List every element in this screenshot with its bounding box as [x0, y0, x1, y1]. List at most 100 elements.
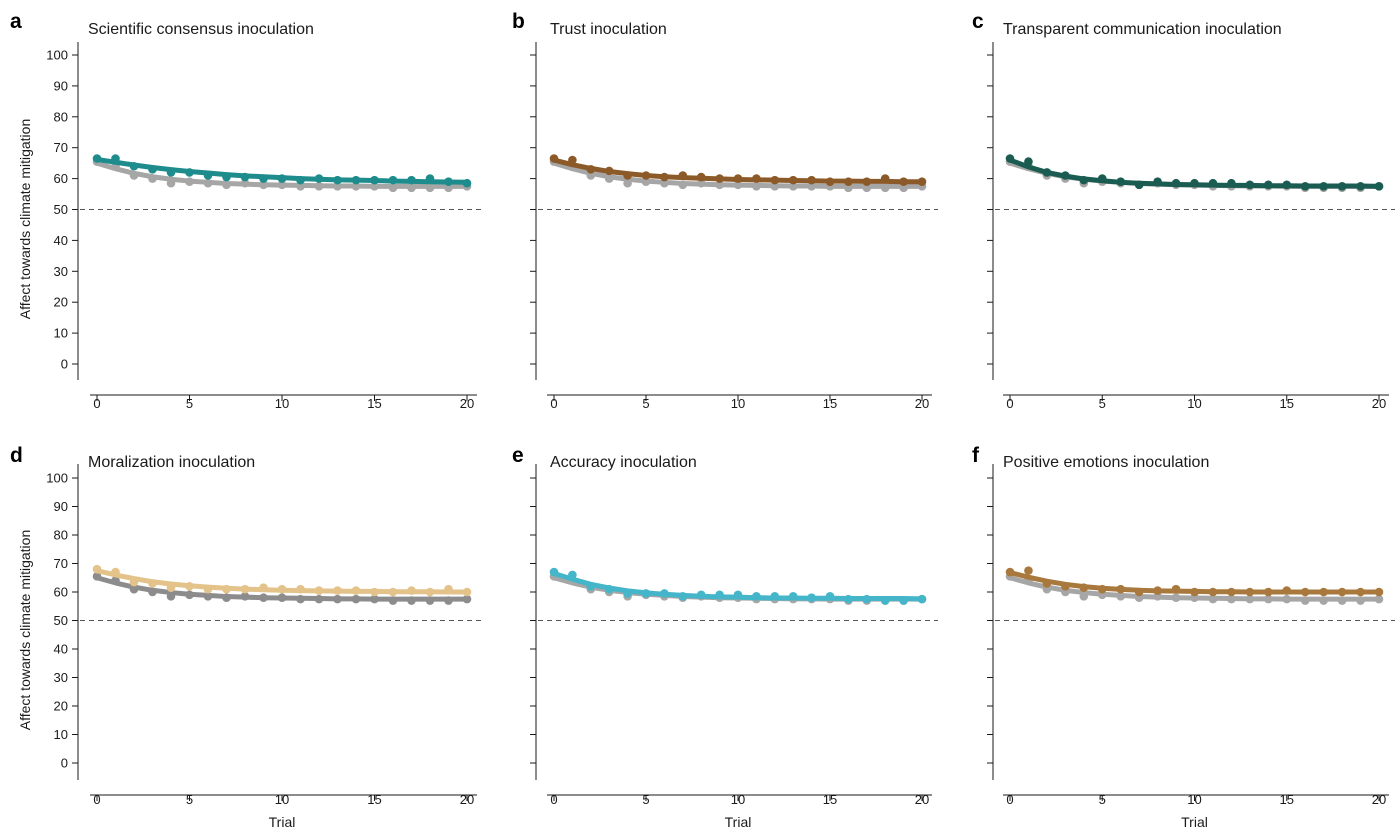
- x-axis-title: Trial: [269, 814, 296, 830]
- y-tick-label: 60: [54, 171, 68, 186]
- series-control: [92, 157, 472, 193]
- data-point: [862, 183, 872, 193]
- data-point: [696, 178, 706, 188]
- data-point: [129, 584, 139, 594]
- data-point: [862, 594, 872, 604]
- y-tick-label: 40: [54, 642, 68, 657]
- data-point: [296, 594, 305, 604]
- data-point: [568, 570, 577, 580]
- x-tick-label: 10: [1187, 792, 1201, 807]
- data-point: [1171, 178, 1181, 188]
- data-point: [825, 591, 835, 601]
- data-point: [1097, 174, 1107, 183]
- data-point: [549, 154, 559, 163]
- y-tick-label: 80: [54, 528, 68, 543]
- data-point: [1208, 587, 1218, 597]
- data-point: [259, 180, 268, 190]
- panel-title: Trust inoculation: [550, 21, 667, 38]
- y-axis-title: Affect towards climate mitigation: [17, 530, 33, 731]
- y-tick-label: 60: [54, 585, 68, 600]
- data-point: [1282, 586, 1292, 595]
- data-point: [1319, 182, 1328, 191]
- data-point: [1153, 586, 1162, 595]
- y-tick-label: 10: [54, 326, 68, 341]
- data-point: [148, 587, 157, 597]
- data-point: [185, 590, 194, 600]
- data-point: [148, 174, 157, 183]
- data-point: [788, 182, 798, 191]
- data-point: [240, 584, 250, 594]
- data-point: [462, 587, 472, 597]
- data-point: [1134, 180, 1144, 190]
- data-point: [166, 178, 176, 188]
- data-point: [1024, 157, 1033, 166]
- data-point: [880, 183, 890, 193]
- x-tick-label: 0: [550, 396, 557, 411]
- data-point: [1319, 596, 1328, 605]
- data-point: [425, 596, 435, 605]
- data-point: [1005, 567, 1015, 577]
- data-point: [1245, 180, 1255, 190]
- data-point: [770, 175, 780, 185]
- data-point: [1319, 587, 1328, 597]
- data-point: [333, 586, 342, 595]
- data-point: [678, 591, 688, 601]
- panel-title: Accuracy inoculation: [550, 454, 697, 471]
- data-point: [1171, 584, 1181, 594]
- panel-title: Transparent communication inoculation: [1003, 21, 1282, 38]
- y-tick-label: 0: [61, 756, 68, 771]
- data-point: [660, 172, 669, 182]
- data-point: [444, 183, 453, 193]
- data-point: [314, 586, 324, 595]
- y-tick-label: 70: [54, 140, 68, 155]
- data-point: [825, 177, 835, 186]
- data-point: [917, 177, 927, 186]
- data-point: [862, 177, 872, 186]
- chart-panel-d: d Moralization inoculation010203040506070…: [10, 444, 483, 830]
- x-tick-label: 20: [915, 396, 929, 411]
- data-point: [314, 594, 324, 604]
- data-point: [388, 587, 398, 597]
- data-point: [370, 587, 379, 597]
- data-point: [1153, 177, 1162, 186]
- data-point: [166, 583, 176, 593]
- data-point: [623, 171, 632, 180]
- data-point: [660, 178, 669, 188]
- data-point: [1116, 177, 1125, 186]
- data-point: [351, 586, 361, 595]
- data-point: [623, 589, 632, 598]
- data-point: [314, 182, 324, 191]
- data-point: [444, 596, 453, 605]
- data-point: [407, 596, 416, 605]
- data-point: [240, 172, 250, 182]
- chart-panel-e: e Accuracy inoculation 0 5 10 15 20 Trial: [512, 444, 938, 830]
- data-point: [770, 182, 780, 191]
- data-point: [1061, 582, 1070, 591]
- x-tick-label: 15: [1280, 792, 1294, 807]
- data-point: [1264, 587, 1273, 597]
- data-point: [425, 587, 435, 597]
- data-point: [788, 175, 798, 185]
- data-point: [1079, 583, 1089, 593]
- series-treatment: [1005, 154, 1384, 191]
- chart-panel-a: a Scientific consensus inoculation 0 10 20 30…: [10, 10, 483, 411]
- data-point: [388, 175, 398, 185]
- x-axis-title: Trial: [1181, 814, 1208, 830]
- data-point: [370, 175, 379, 185]
- data-point: [111, 576, 120, 585]
- data-point: [1337, 596, 1347, 605]
- series-treatment: [92, 564, 472, 597]
- x-tick-label: 15: [823, 396, 837, 411]
- x-tick-label: 15: [367, 792, 381, 807]
- data-point: [1097, 584, 1107, 594]
- data-point: [899, 177, 908, 186]
- x-tick-label: 5: [186, 792, 193, 807]
- data-point: [549, 567, 559, 577]
- y-tick-label: 70: [54, 556, 68, 571]
- data-point: [1300, 587, 1310, 597]
- data-point: [1134, 587, 1144, 597]
- data-point: [1356, 596, 1365, 605]
- data-point: [388, 596, 398, 605]
- data-point: [407, 183, 416, 193]
